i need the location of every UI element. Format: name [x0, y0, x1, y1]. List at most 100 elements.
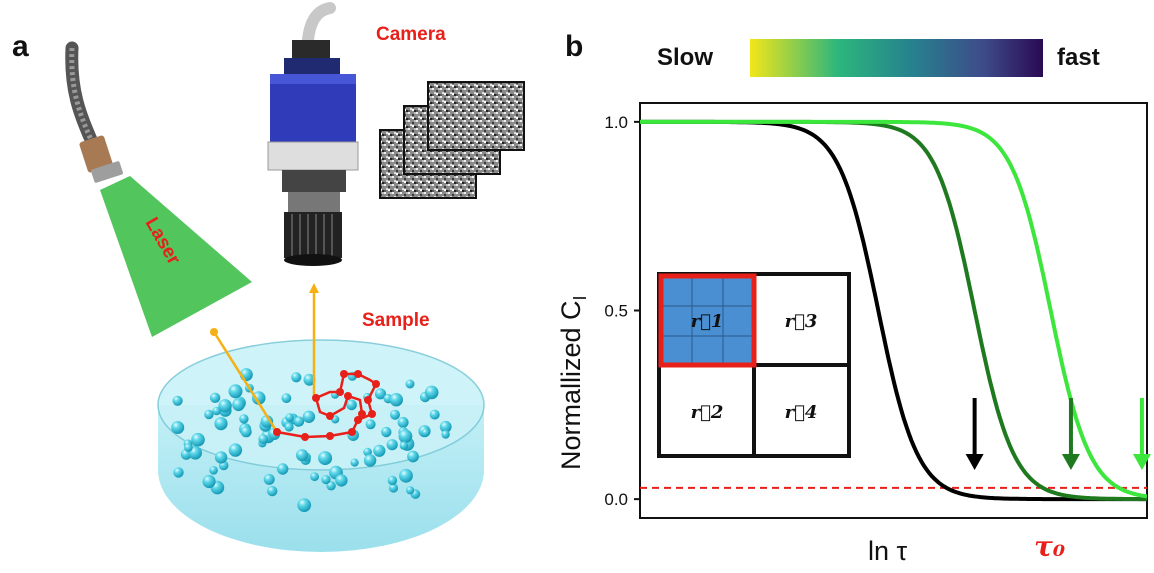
tau-arrows — [965, 398, 1151, 470]
particles — [171, 368, 452, 512]
particle — [346, 399, 357, 411]
particle — [386, 439, 398, 451]
particle — [212, 406, 221, 416]
particle — [365, 419, 376, 430]
speed-colorbar: Slow fast — [657, 39, 1100, 77]
tau-arrow-1 — [965, 398, 984, 470]
panel-b-letter: b — [565, 30, 583, 63]
particle — [363, 454, 377, 467]
y-tick-label: 1.0 — [604, 113, 628, 132]
particle — [296, 449, 309, 462]
particle — [214, 417, 228, 431]
particle — [303, 373, 316, 386]
speckle-frames — [379, 81, 525, 199]
decay-curve-3 — [640, 119, 1147, 499]
particle — [173, 467, 184, 478]
particle — [374, 388, 387, 400]
grid-cell-r1: r⃗1 — [691, 311, 724, 332]
particle — [251, 391, 266, 405]
particle — [172, 395, 183, 406]
particle — [240, 426, 252, 438]
particle — [397, 416, 409, 428]
tau-arrow-2 — [1061, 398, 1080, 470]
particle — [424, 385, 439, 400]
particle — [407, 450, 419, 463]
particle — [387, 475, 398, 486]
particle — [405, 379, 415, 389]
particle — [228, 384, 243, 399]
particle — [209, 392, 221, 403]
particle — [399, 441, 409, 450]
particle — [294, 416, 305, 427]
particle — [291, 372, 302, 383]
camera-icon — [267, 2, 359, 266]
particle — [209, 466, 218, 475]
particle — [398, 429, 413, 444]
colorbar-left-label: Slow — [657, 44, 713, 71]
particle — [263, 473, 275, 485]
particle — [363, 447, 372, 457]
grid-cell-r3: r⃗3 — [785, 311, 818, 332]
y-tick-label: 0.5 — [604, 302, 628, 321]
particle — [239, 414, 249, 424]
particle — [381, 426, 392, 438]
x-axis-title: ln τ — [868, 536, 908, 566]
particle — [258, 434, 269, 444]
particle — [390, 409, 400, 420]
particle — [191, 432, 205, 447]
particle — [171, 421, 185, 434]
particle — [389, 393, 403, 407]
particle — [202, 474, 216, 489]
sample-dish — [157, 339, 485, 552]
particle — [218, 399, 232, 413]
incident-beam — [212, 331, 279, 433]
particle — [232, 398, 245, 412]
decay-curves — [640, 119, 1147, 502]
particle — [302, 410, 316, 423]
highlighted-cell — [661, 276, 754, 365]
colorbar-right-label: fast — [1057, 44, 1100, 71]
beam-origin — [210, 328, 218, 336]
y-axis-title: Normallized CI — [556, 295, 590, 470]
particle — [388, 483, 399, 493]
particle — [318, 451, 333, 466]
particle — [441, 430, 450, 439]
laser-beam-cone — [100, 176, 252, 337]
y-axis-ticks: 0.0 0.5 1.0 — [604, 113, 640, 509]
particle — [284, 422, 294, 432]
particle-trajectory — [273, 370, 380, 441]
tau-zero-label: τ₀ — [1034, 530, 1065, 563]
pixel-grid-inset: r⃗1 r⃗3 r⃗2 r⃗4 — [657, 272, 851, 458]
particle — [350, 458, 359, 467]
camera-label: Camera — [376, 24, 446, 45]
particle — [421, 428, 430, 437]
particle — [310, 472, 319, 482]
particle — [321, 475, 331, 485]
particle — [326, 481, 336, 491]
grid-cell-r4: r⃗4 — [785, 402, 818, 423]
laser-head — [65, 41, 123, 183]
particle — [277, 463, 289, 475]
particle — [228, 443, 243, 457]
particle — [267, 485, 278, 497]
particle — [184, 443, 193, 452]
particle — [399, 468, 413, 483]
particle — [429, 409, 440, 420]
sample-label: Sample — [362, 310, 430, 331]
particle — [335, 474, 348, 487]
particle — [260, 415, 274, 428]
particle — [373, 444, 386, 457]
particle — [406, 486, 415, 495]
tau-arrow-3 — [1132, 398, 1151, 470]
panel-a-letter: a — [12, 30, 29, 63]
particle — [285, 413, 294, 422]
particle — [204, 409, 214, 420]
colorbar-gradient — [750, 39, 1043, 77]
grid-cell-r2: r⃗2 — [691, 402, 724, 423]
particle — [214, 451, 228, 464]
particle — [297, 498, 312, 512]
particle — [281, 393, 292, 404]
y-tick-label: 0.0 — [604, 490, 628, 509]
particle — [439, 420, 452, 433]
